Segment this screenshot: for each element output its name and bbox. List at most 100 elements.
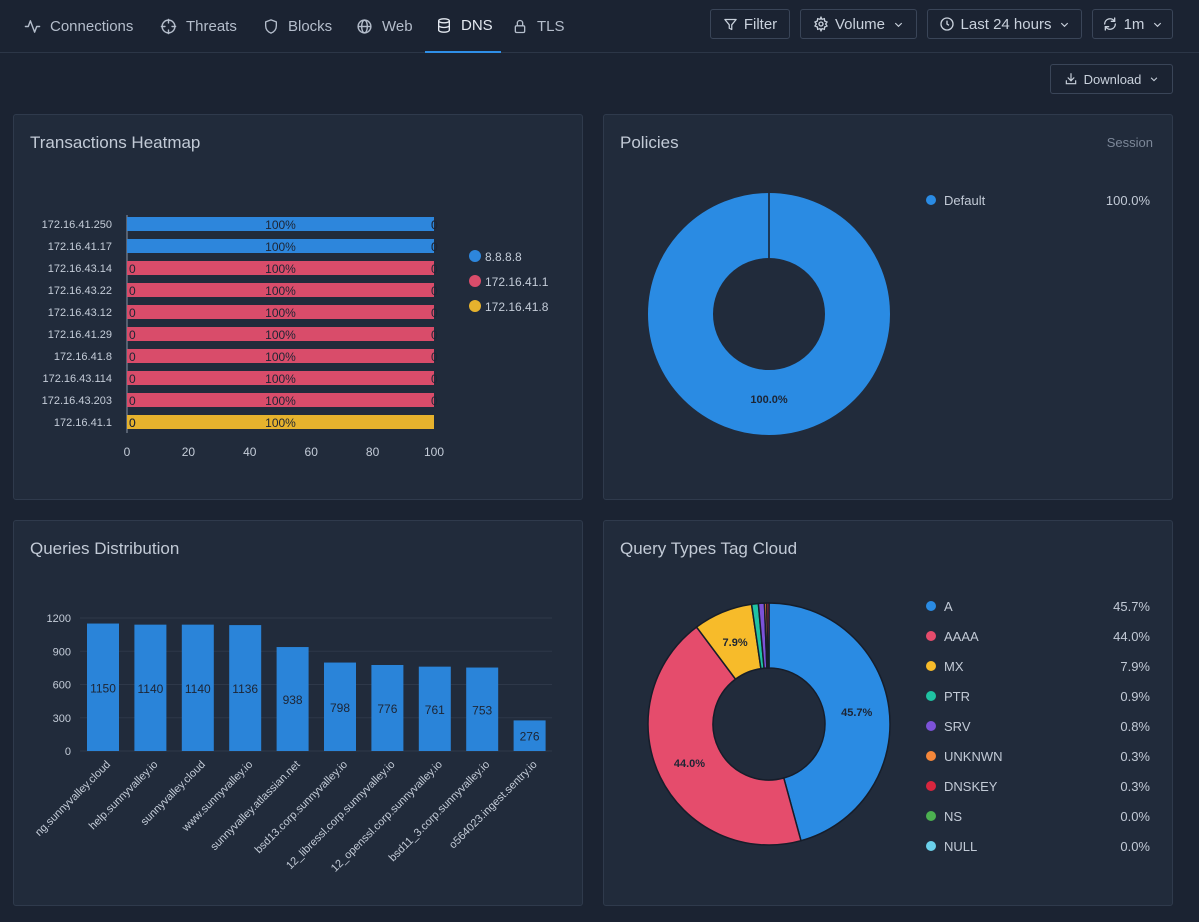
bar-segment (127, 371, 434, 385)
legend-percent: 44.0% (1113, 628, 1150, 644)
legend-percent: 45.7% (1113, 598, 1150, 614)
zero-data-label: 0 (431, 306, 438, 320)
legend-marker (926, 841, 936, 851)
data-label: 100% (265, 372, 296, 386)
legend-item[interactable]: NULL 0.0% (926, 836, 1150, 856)
zero-data-label: 0 (431, 350, 438, 364)
data-label: 276 (520, 730, 540, 744)
tab-tls[interactable]: TLS (512, 0, 565, 53)
legend-label: UNKNWN (944, 748, 1003, 764)
legend-marker (926, 811, 936, 821)
data-label: 100% (265, 350, 296, 364)
data-label: 100% (265, 416, 296, 430)
filter-button[interactable]: Filter (710, 9, 790, 39)
activity-icon (24, 20, 41, 33)
x-tick-label: 0 (124, 445, 131, 459)
zero-data-label: 0 (129, 394, 136, 408)
chevron-down-icon (1154, 22, 1162, 27)
tab-blocks[interactable]: Blocks (263, 0, 332, 53)
policies-donut-chart: 100.0% (648, 193, 890, 435)
x-tick-label: bsd11_3.corp.sunnyvalley.io (387, 759, 492, 864)
data-label: 798 (330, 701, 350, 715)
x-tick-label: 80 (366, 445, 380, 459)
data-label: 100% (265, 306, 296, 320)
download-button[interactable]: Download (1050, 64, 1173, 94)
policies-panel: Policies Session 100.0% Default 100.0% (603, 114, 1173, 500)
legend-percent: 0.0% (1120, 808, 1150, 824)
refresh-interval-dropdown[interactable]: 1m (1092, 9, 1173, 39)
tab-label: Connections (50, 18, 134, 35)
lock-icon (514, 19, 526, 34)
bar (134, 624, 167, 751)
legend-item[interactable]: SRV 0.8% (926, 716, 1150, 736)
legend-item[interactable]: NS 0.0% (926, 806, 1150, 826)
bar-segment (127, 305, 434, 319)
legend-item[interactable]: UNKNWN 0.3% (926, 746, 1150, 766)
y-tick-label: 900 (53, 646, 71, 658)
data-label: 100% (265, 284, 296, 298)
legend-label: 172.16.41.8 (485, 300, 549, 314)
query-types-donut-chart: 45.7% 44.0% 7.9% (647, 602, 891, 846)
time-range-dropdown[interactable]: Last 24 hours (927, 9, 1082, 39)
query-types-panel: Query Types Tag Cloud 45.7% 44.0% 7.9% A 45… (603, 520, 1173, 906)
data-label: 1140 (137, 682, 163, 696)
zero-data-label: 0 (129, 306, 136, 320)
chevron-down-icon (1151, 77, 1158, 82)
x-tick-label: ng.sunnyvalley.cloud (33, 759, 113, 839)
bar (418, 666, 451, 751)
download-label: Download (1083, 71, 1142, 87)
zero-data-label: 0 (431, 240, 438, 254)
bar (181, 624, 214, 751)
data-label: 100% (265, 262, 296, 276)
legend-item[interactable]: PTR 0.9% (926, 686, 1150, 706)
y-tick-label: 172.16.43.22 (48, 285, 112, 297)
bar (87, 623, 119, 751)
panel-subtitle: Session (1106, 135, 1153, 150)
globe-icon (357, 19, 372, 34)
volume-label: Volume (834, 15, 886, 33)
legend-label: PTR (944, 688, 970, 704)
zero-data-label: 0 (431, 394, 438, 408)
x-tick-label: 100 (424, 445, 444, 459)
chevron-down-icon (894, 22, 903, 27)
tab-label: Web (382, 18, 413, 35)
legend-label: NULL (944, 838, 978, 854)
tab-web[interactable]: Web (356, 0, 413, 53)
bar-segment (127, 283, 434, 297)
zero-data-label: 0 (431, 328, 438, 342)
panel-title: Transactions Heatmap (30, 133, 201, 152)
tab-label: Threats (186, 18, 237, 35)
legend-percent: 0.9% (1120, 688, 1150, 704)
legend-item[interactable]: A 45.7% (926, 596, 1150, 616)
zero-data-label: 0 (129, 416, 136, 430)
slice-label: 45.7% (841, 707, 872, 719)
clock-icon (939, 17, 954, 31)
legend-percent: 0.3% (1120, 778, 1150, 794)
x-tick-label: bsd13.corp.sunnyvalley.io (253, 759, 350, 856)
refresh-label: 1m (1123, 15, 1145, 33)
refresh-icon (1103, 17, 1116, 31)
x-tick-label: 40 (243, 445, 257, 459)
legend-label: A (944, 598, 953, 614)
legend-label: 172.16.41.1 (485, 275, 549, 289)
legend-item[interactable]: MX 7.9% (926, 656, 1150, 676)
tab-threats[interactable]: Threats (160, 0, 237, 53)
bar-segment (127, 415, 434, 429)
slice-label: 7.9% (723, 637, 748, 649)
tab-connections[interactable]: Connections (24, 0, 133, 53)
tab-dns[interactable]: DNS (425, 0, 501, 53)
donut-slice (765, 602, 770, 669)
volume-dropdown[interactable]: Volume (800, 9, 917, 39)
y-tick-label: 172.16.41.1 (54, 417, 112, 429)
crosshair-icon (160, 18, 177, 35)
legend-percent: 7.9% (1120, 658, 1150, 674)
legend-marker (469, 250, 481, 262)
legend-item[interactable]: DNSKEY 0.3% (926, 776, 1150, 796)
panel-title: Queries Distribution (30, 539, 180, 558)
x-tick-label: o564023.ingest.sentry.io (447, 759, 540, 852)
y-tick-label: 172.16.43.114 (42, 373, 112, 385)
legend-item[interactable]: AAAA 44.0% (926, 626, 1150, 646)
zero-data-label: 0 (431, 240, 438, 254)
zero-data-label: 0 (129, 284, 136, 298)
legend-item[interactable]: Default 100.0% (926, 190, 1150, 210)
